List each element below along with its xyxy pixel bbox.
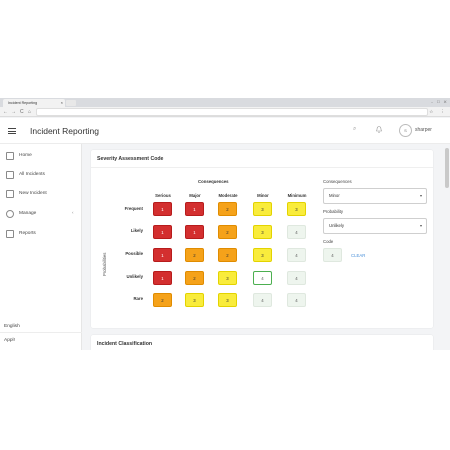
matrix-cell[interactable]: 3 [253, 225, 272, 239]
column-header-major: Major [189, 193, 201, 198]
matrix-cell[interactable]: 3 [218, 293, 237, 307]
browser-menu-icons[interactable]: ☆ ⋮ [429, 109, 448, 114]
row-header-possible: Possible [125, 251, 143, 256]
forward-icon[interactable]: → [11, 109, 16, 115]
sidebar-item-all-incidents[interactable]: All Incidents [0, 167, 82, 183]
home-nav-icon[interactable]: ⌂ [28, 109, 32, 115]
matrix-cell[interactable]: 1 [153, 271, 172, 285]
matrix-cell[interactable]: 2 [153, 293, 172, 307]
sidebar-item-label: All Incidents [19, 172, 45, 177]
new-tab-button[interactable] [66, 100, 76, 106]
sidebar-item-label: Reports [19, 231, 36, 236]
column-header-moderate: Moderate [218, 193, 238, 198]
matrix-cell[interactable]: 1 [153, 248, 172, 262]
chevron-down-icon: ▾ [419, 223, 422, 228]
edit-icon [6, 190, 14, 198]
back-icon[interactable]: ← [3, 109, 8, 115]
severity-assessment-card: Severity Assessment Code Consequences Pr… [91, 150, 433, 328]
code-value: 4 [323, 248, 342, 262]
hamburger-menu-icon[interactable] [8, 128, 16, 134]
card-title: Incident Classification [97, 341, 153, 347]
browser-tabstrip: Incident Reporting × ⎯ ☐ ✕ [0, 98, 450, 107]
sidebar-item-label: Manage [19, 211, 37, 216]
page-scrollbar[interactable] [444, 144, 450, 350]
sidebar-item-reports[interactable]: Reports [0, 226, 82, 242]
matrix-cell[interactable]: 1 [185, 225, 204, 239]
incident-classification-card: Incident Classification [91, 335, 433, 350]
matrix-cell[interactable]: 1 [153, 225, 172, 239]
sidebar-divider [0, 332, 82, 333]
chart-icon [6, 230, 14, 238]
window-controls[interactable]: ⎯ ☐ ✕ [431, 100, 448, 104]
matrix-cell[interactable]: 2 [218, 225, 237, 239]
sidebar: Home All Incidents New Incident Manage ‹… [0, 144, 82, 350]
tab-close-icon[interactable]: × [60, 100, 63, 105]
bell-icon[interactable] [376, 126, 382, 135]
sidebar-item-label: Home [19, 153, 32, 158]
probability-select-value: Unlikely [329, 223, 345, 228]
matrix-cell[interactable]: 2 [218, 202, 237, 216]
matrix-cell[interactable]: 4 [287, 225, 306, 239]
home-icon [6, 152, 14, 160]
matrix-cell[interactable]: 2 [218, 248, 237, 262]
browser-navbar: ← → C ⌂ ☆ ⋮ [0, 107, 450, 117]
gear-icon [6, 210, 14, 218]
matrix-cell[interactable]: 4 [287, 271, 306, 285]
matrix-cell[interactable]: 3 [253, 248, 272, 262]
column-header-serious: Serious [155, 193, 171, 198]
search-icon[interactable]: ⌕ [353, 126, 357, 132]
sidebar-item-home[interactable]: Home [0, 148, 82, 164]
matrix-cell[interactable]: 4 [253, 271, 272, 285]
matrix-cell[interactable]: 1 [153, 202, 172, 216]
app-title: Incident Reporting [30, 126, 99, 136]
chevron-left-icon[interactable]: ‹ [72, 211, 74, 216]
scrollbar-thumb[interactable] [445, 148, 449, 188]
matrix-cell[interactable]: 3 [253, 202, 272, 216]
probability-select[interactable]: Unlikely ▾ [323, 218, 427, 234]
column-header-minor: Minor [257, 193, 269, 198]
consequences-select-value: Minor [329, 193, 340, 198]
chevron-down-icon: ▾ [419, 193, 422, 198]
probability-label: Probability [323, 209, 344, 214]
sidebar-item-label: New Incident [19, 191, 47, 196]
language-selector[interactable]: English [4, 324, 20, 329]
consequences-label: Consequences [323, 179, 352, 184]
matrix-cell[interactable]: 3 [287, 202, 306, 216]
probabilities-axis-label: Probabilities [102, 252, 107, 276]
row-header-likely: Likely [130, 228, 143, 233]
consequences-select[interactable]: Minor ▾ [323, 188, 427, 204]
card-divider [91, 167, 433, 168]
matrix-cell[interactable]: 2 [185, 248, 204, 262]
clear-button[interactable]: CLEAR [351, 253, 366, 258]
matrix-cell[interactable]: 3 [185, 293, 204, 307]
sidebar-footer-item[interactable]: Appl! [4, 338, 15, 343]
matrix-cell[interactable]: 3 [218, 271, 237, 285]
address-bar[interactable] [36, 108, 428, 116]
matrix-cell[interactable]: 4 [287, 293, 306, 307]
sidebar-item-manage[interactable]: Manage ‹ [0, 206, 82, 222]
app-header: Incident Reporting ⌕ S sharper [0, 118, 450, 144]
row-header-frequent: Frequent [124, 206, 143, 211]
column-header-minimum: Minimum [287, 193, 307, 198]
consequences-header: Consequences [198, 179, 229, 184]
card-title: Severity Assessment Code [97, 156, 164, 162]
row-header-unlikely: Unlikely [126, 274, 143, 279]
browser-tab[interactable]: Incident Reporting × [3, 99, 65, 107]
username[interactable]: sharper [415, 127, 432, 133]
avatar[interactable]: S [399, 124, 412, 137]
sidebar-item-new-incident[interactable]: New Incident [0, 186, 82, 202]
matrix-cell[interactable]: 4 [287, 248, 306, 262]
matrix-cell[interactable]: 4 [253, 293, 272, 307]
code-label: Code [323, 239, 334, 244]
matrix-cell[interactable]: 1 [185, 202, 204, 216]
list-icon [6, 171, 14, 179]
browser-window: Incident Reporting × ⎯ ☐ ✕ ← → C ⌂ ☆ ⋮ I… [0, 98, 450, 350]
browser-tab-title: Incident Reporting [8, 101, 38, 105]
matrix-cell[interactable]: 2 [185, 271, 204, 285]
row-header-rare: Rare [133, 296, 143, 301]
reload-icon[interactable]: C [20, 109, 24, 115]
